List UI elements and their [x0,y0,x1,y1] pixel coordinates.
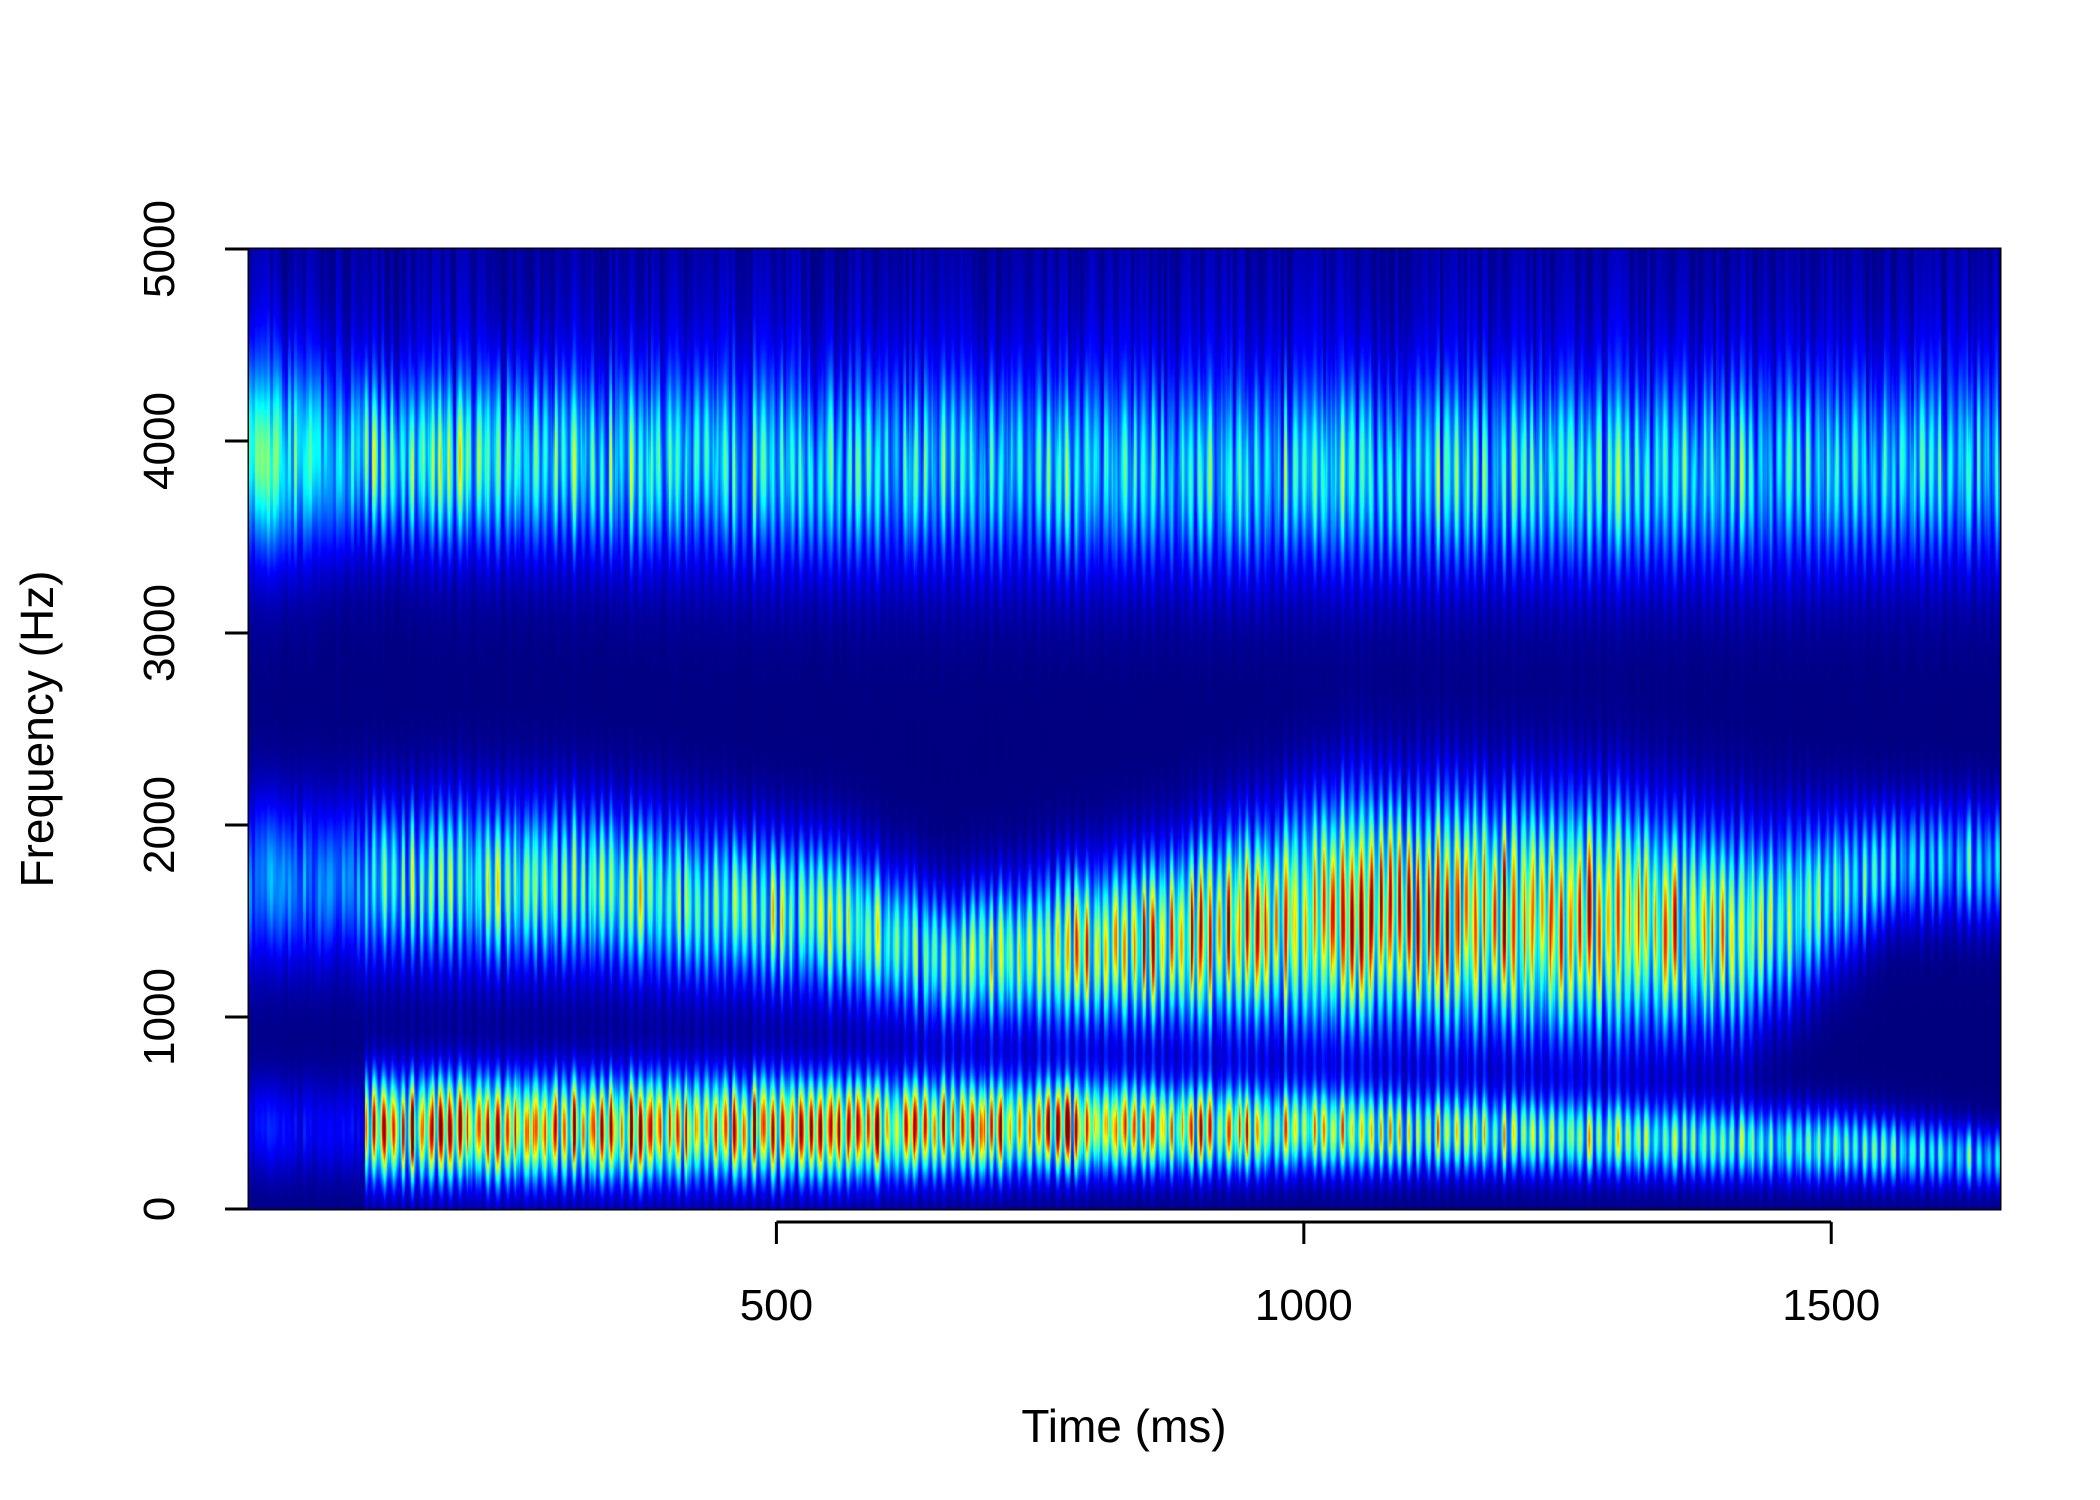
y-tick-label: 3000 [135,584,184,682]
y-tick-label: 5000 [135,200,184,298]
x-axis: 500 1000 1500 [740,1220,1880,1330]
y-axis: 0 1000 2000 3000 4000 5000 [135,200,249,1221]
x-tick-label: 1000 [1255,1281,1353,1330]
spectrogram-image [249,249,2000,1209]
y-tick-label: 4000 [135,392,184,490]
y-tick-label: 1000 [135,968,184,1066]
x-axis-title: Time (ms) [1021,1400,1226,1452]
x-tick-label: 500 [740,1281,813,1330]
y-tick-label: 0 [135,1197,184,1221]
x-tick-label: 1500 [1782,1281,1880,1330]
y-axis-title: Frequency (Hz) [11,571,63,888]
y-tick-label: 2000 [135,776,184,874]
